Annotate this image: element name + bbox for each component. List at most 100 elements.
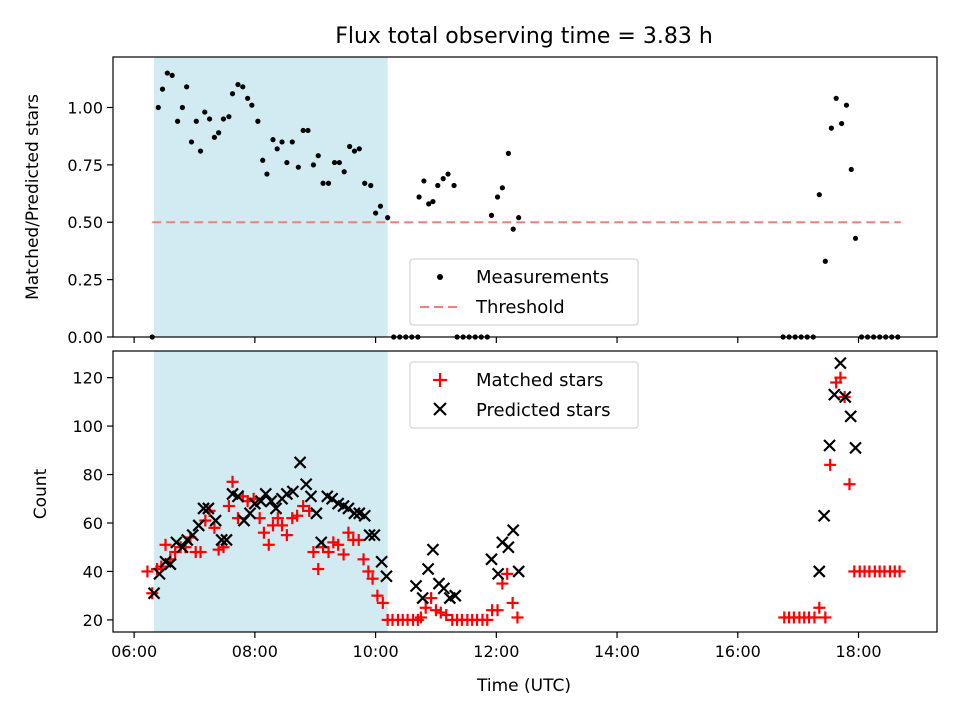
legend-predicted-label: Predicted stars	[476, 400, 610, 421]
measurement-point	[279, 139, 285, 145]
predicted-stars-points	[147, 356, 862, 605]
x-tick-label: 16:00	[715, 642, 761, 661]
measurement-point	[421, 178, 427, 184]
matched-star-point	[511, 611, 524, 624]
measurement-point	[270, 137, 276, 143]
predicted-star-point	[231, 490, 245, 503]
legend-measurements-marker	[437, 274, 443, 280]
measurement-point	[206, 116, 213, 122]
matched-star-point	[159, 538, 172, 551]
matched-star-point	[280, 529, 293, 542]
top-shaded-span	[154, 57, 388, 337]
predicted-star-point	[147, 586, 161, 600]
predicted-star-point	[209, 514, 222, 527]
measurement-point	[159, 86, 166, 92]
measurement-point	[300, 127, 306, 134]
matched-star-point	[824, 458, 837, 471]
measurement-point	[828, 125, 834, 131]
measurement-point	[264, 171, 270, 177]
predicted-star-point	[380, 570, 393, 583]
predicted-star-point	[243, 507, 257, 520]
matched-star-point	[141, 565, 154, 578]
matched-star-point	[332, 538, 345, 551]
bottom-y-tick-label: 120	[72, 369, 103, 388]
predicted-star-point	[416, 591, 429, 605]
x-axis-label: Time (UTC)	[476, 676, 571, 696]
legend-threshold-label: Threshold	[475, 297, 565, 318]
predicted-star-point	[176, 540, 189, 554]
measurement-point	[249, 102, 255, 108]
predicted-star-point	[849, 441, 862, 455]
bottom-y-tick-label: 80	[83, 466, 103, 485]
predicted-star-point	[192, 519, 205, 532]
matched-star-point	[357, 553, 370, 566]
measurement-point	[488, 212, 495, 218]
top-axes-frame	[112, 56, 938, 338]
measurement-point	[255, 118, 261, 124]
measurement-point	[843, 102, 850, 108]
predicted-star-point	[448, 589, 462, 602]
measurement-point	[179, 104, 186, 111]
measurement-point	[274, 146, 280, 152]
matched-star-point	[322, 546, 335, 559]
measurement-point	[347, 143, 353, 150]
bottom-y-tick-label: 60	[83, 514, 103, 533]
measurement-point	[362, 180, 368, 186]
matched-star-point	[337, 548, 350, 561]
predicted-star-point	[348, 507, 361, 520]
matched-star-point	[419, 601, 432, 614]
predicted-star-point	[813, 565, 826, 578]
measurement-point	[336, 159, 342, 166]
measurement-point	[351, 148, 358, 154]
x-tick-label: 08:00	[232, 642, 278, 661]
predicted-star-point	[512, 565, 525, 578]
matched-star-point	[222, 500, 235, 513]
measurement-point	[193, 118, 199, 124]
predicted-star-point	[834, 356, 847, 370]
measurement-point	[188, 139, 195, 145]
measurement-point	[852, 235, 859, 241]
measurement-point	[202, 109, 208, 115]
matched-star-point	[291, 509, 304, 522]
matched-star-point	[257, 526, 270, 539]
legend-matched-marker	[433, 373, 447, 387]
measurement-point	[164, 70, 170, 76]
predicted-star-point	[202, 502, 215, 515]
measurement-point	[305, 127, 311, 134]
measurement-point	[430, 198, 436, 205]
top-y-tick-label: 0.50	[67, 213, 103, 232]
measurement-point	[289, 139, 295, 145]
matched-star-point	[307, 546, 320, 559]
predicted-star-point	[506, 523, 520, 537]
measurement-point	[220, 116, 227, 122]
matched-star-point	[440, 609, 453, 622]
predicted-star-point	[437, 582, 451, 595]
measurement-point	[229, 91, 236, 97]
predicted-star-point	[375, 555, 388, 569]
measurement-point	[372, 210, 379, 216]
top-y-tick-label: 0.25	[67, 271, 103, 290]
top-y-axis-label: Matched/Predicted stars	[23, 94, 43, 300]
predicted-star-point	[823, 439, 836, 452]
top-y-tick-label: 1.00	[67, 98, 103, 117]
measurement-point	[516, 215, 522, 221]
predicted-star-point	[421, 562, 435, 576]
predicted-star-point	[310, 507, 323, 520]
measurement-point	[368, 182, 374, 189]
measurement-point	[510, 226, 516, 232]
matched-star-point	[414, 611, 427, 624]
predicted-star-point	[153, 567, 166, 581]
measurement-point	[356, 146, 362, 152]
predicted-star-point	[197, 502, 210, 515]
measurement-point	[816, 192, 822, 198]
bottom-y-axis-label: Count	[31, 468, 51, 519]
predicted-star-point	[502, 540, 515, 554]
predicted-star-point	[264, 494, 278, 508]
measurement-point	[385, 215, 391, 221]
measurement-point	[320, 180, 326, 186]
matched-star-point	[843, 478, 856, 491]
measurement-point	[216, 130, 222, 136]
predicted-star-point	[269, 502, 283, 515]
matched-star-point	[208, 521, 221, 534]
measurement-point	[435, 182, 441, 189]
